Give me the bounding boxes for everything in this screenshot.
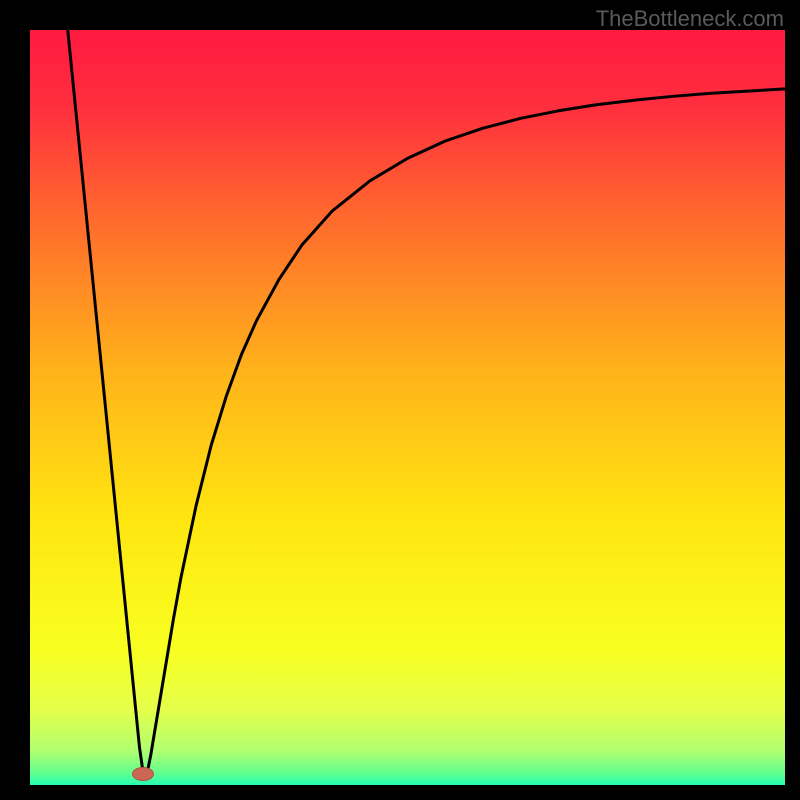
chart-container: TheBottleneck.com <box>0 0 800 800</box>
plot-area <box>30 30 785 785</box>
watermark-text: TheBottleneck.com <box>596 6 784 32</box>
valley-marker <box>132 767 154 781</box>
bottleneck-curve <box>30 30 785 785</box>
